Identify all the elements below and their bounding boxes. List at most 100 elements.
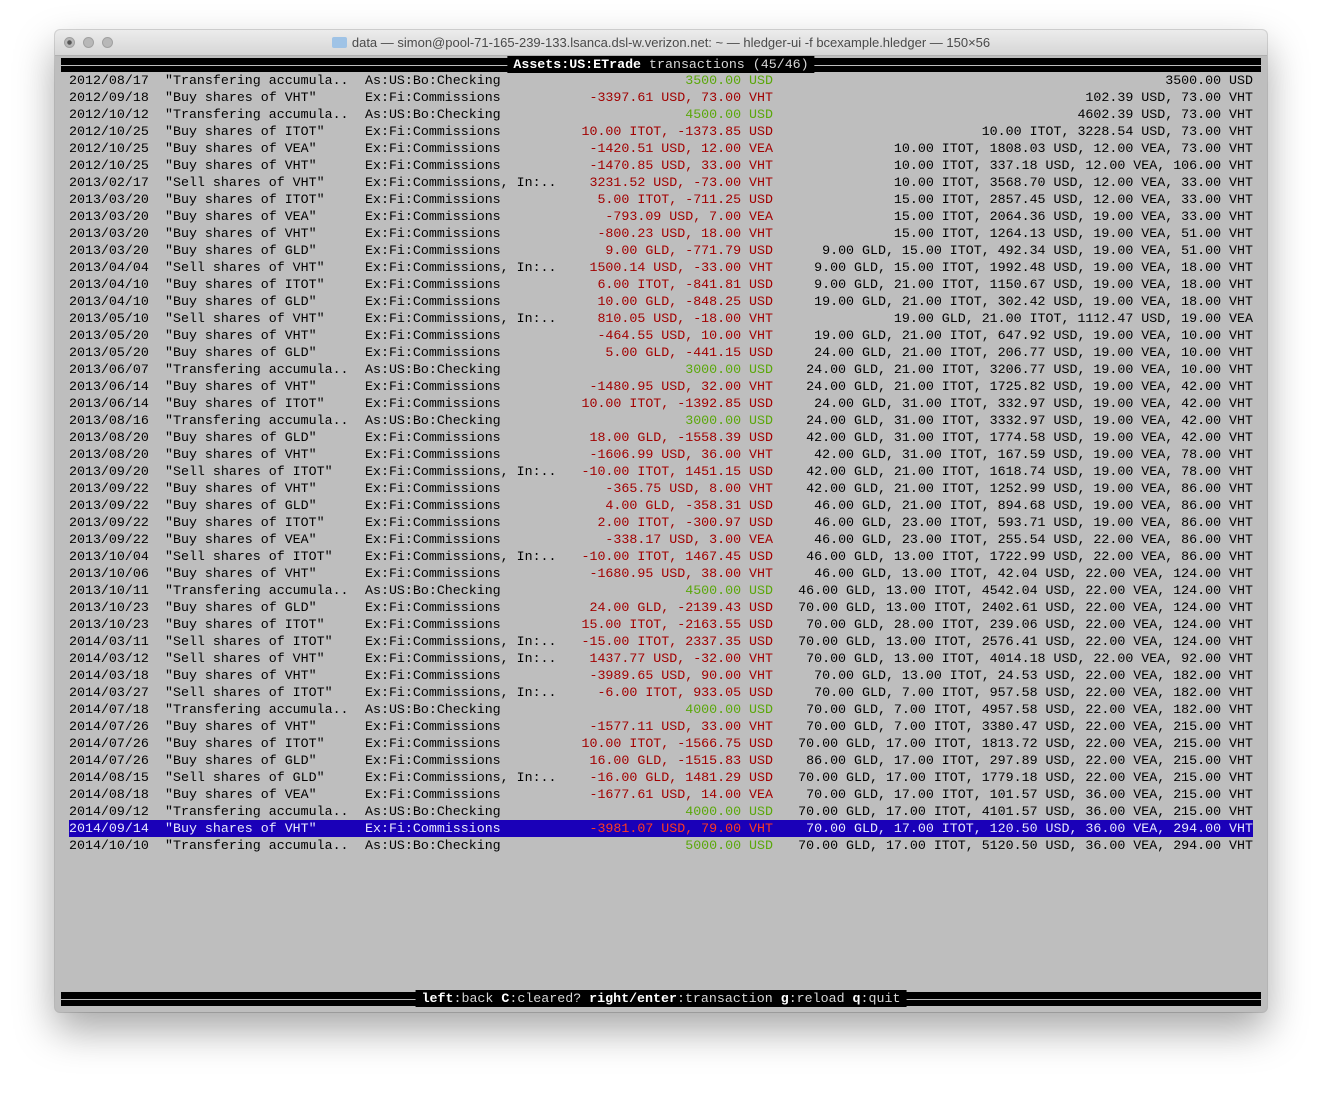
account: As:US:Bo:Checking	[365, 804, 501, 819]
date: 2014/03/27	[69, 685, 149, 700]
transaction-row[interactable]: 2013/08/16 "Transfering accumula.. As:US:B…	[61, 412, 1261, 429]
date: 2013/05/20	[69, 345, 149, 360]
transaction-row[interactable]: 2014/07/26 "Buy shares of ITOT" Ex:Fi:Comm…	[61, 735, 1261, 752]
transaction-row[interactable]: 2013/10/23 "Buy shares of ITOT" Ex:Fi:Comm…	[61, 616, 1261, 633]
balance: 24.00 GLD, 21.00 ITOT, 3206.77 USD, 19.0…	[806, 362, 1253, 377]
transaction-row[interactable]: 2013/10/11 "Transfering accumula.. As:US:B…	[61, 582, 1261, 599]
date: 2013/04/10	[69, 277, 149, 292]
transaction-row[interactable]: 2013/03/20 "Buy shares of ITOT" Ex:Fi:Comm…	[61, 191, 1261, 208]
footer-action-1[interactable]: cleared?	[517, 991, 582, 1006]
transaction-row[interactable]: 2014/10/10 "Transfering accumula.. As:US:B…	[61, 837, 1261, 854]
amount: 4000.00 USD	[685, 804, 773, 819]
description: "Transfering accumula..	[165, 838, 349, 853]
transaction-row-selected[interactable]: 2014/09/14 "Buy shares of VHT" Ex:Fi:Commi…	[69, 820, 1253, 837]
footer-action-3[interactable]: reload	[796, 991, 845, 1006]
amount: 4000.00 USD	[685, 702, 773, 717]
transaction-row[interactable]: 2013/05/10 "Sell shares of VHT" Ex:Fi:Comm…	[61, 310, 1261, 327]
balance: 42.00 GLD, 21.00 ITOT, 1618.74 USD, 19.0…	[806, 464, 1253, 479]
transaction-row[interactable]: 2013/04/10 "Buy shares of ITOT" Ex:Fi:Comm…	[61, 276, 1261, 293]
transaction-row[interactable]: 2014/09/12 "Transfering accumula.. As:US:B…	[61, 803, 1261, 820]
transaction-row[interactable]: 2012/08/17 "Transfering accumula.. As:US:B…	[61, 72, 1261, 89]
transaction-row[interactable]: 2013/03/20 "Buy shares of VHT" Ex:Fi:Commi…	[61, 225, 1261, 242]
transaction-row[interactable]: 2014/03/11 "Sell shares of ITOT" Ex:Fi:Com…	[61, 633, 1261, 650]
transaction-row[interactable]: 2013/05/20 "Buy shares of GLD" Ex:Fi:Commi…	[61, 344, 1261, 361]
account-name: Assets:US:ETrade	[513, 57, 642, 72]
account: Ex:Fi:Commissions	[365, 600, 501, 615]
description: "Buy shares of VHT"	[165, 379, 317, 394]
transaction-row[interactable]: 2013/05/20 "Buy shares of VHT" Ex:Fi:Commi…	[61, 327, 1261, 344]
date: 2013/09/22	[69, 532, 149, 547]
transaction-row[interactable]: 2014/03/18 "Buy shares of VHT" Ex:Fi:Commi…	[61, 667, 1261, 684]
description: "Buy shares of VHT"	[165, 226, 317, 241]
transaction-row[interactable]: 2013/08/20 "Buy shares of VHT" Ex:Fi:Commi…	[61, 446, 1261, 463]
date: 2013/10/06	[69, 566, 149, 581]
transaction-row[interactable]: 2014/07/18 "Transfering accumula.. As:US:B…	[61, 701, 1261, 718]
account: As:US:Bo:Checking	[365, 838, 501, 853]
transaction-row[interactable]: 2013/04/04 "Sell shares of VHT" Ex:Fi:Comm…	[61, 259, 1261, 276]
transaction-row[interactable]: 2013/09/22 "Buy shares of GLD" Ex:Fi:Commi…	[61, 497, 1261, 514]
transaction-row[interactable]: 2012/09/18 "Buy shares of VHT" Ex:Fi:Commi…	[61, 89, 1261, 106]
transaction-row[interactable]: 2013/10/06 "Buy shares of VHT" Ex:Fi:Commi…	[61, 565, 1261, 582]
description: "Buy shares of GLD"	[165, 294, 317, 309]
date: 2013/10/23	[69, 600, 149, 615]
header-label: transactions	[649, 57, 745, 72]
account: Ex:Fi:Commissions, In:..	[365, 175, 557, 190]
description: "Sell shares of VHT"	[165, 311, 325, 326]
transaction-row[interactable]: 2013/06/14 "Buy shares of VHT" Ex:Fi:Commi…	[61, 378, 1261, 395]
description: "Buy shares of ITOT"	[165, 277, 325, 292]
transaction-row[interactable]: 2014/03/27 "Sell shares of ITOT" Ex:Fi:Com…	[61, 684, 1261, 701]
description: "Sell shares of ITOT"	[165, 549, 333, 564]
transaction-row[interactable]: 2013/06/14 "Buy shares of ITOT" Ex:Fi:Comm…	[61, 395, 1261, 412]
transaction-row[interactable]: 2014/07/26 "Buy shares of GLD" Ex:Fi:Commi…	[61, 752, 1261, 769]
transaction-row[interactable]: 2013/10/23 "Buy shares of GLD" Ex:Fi:Commi…	[61, 599, 1261, 616]
transaction-row[interactable]: 2013/06/07 "Transfering accumula.. As:US:B…	[61, 361, 1261, 378]
minimize-button[interactable]	[83, 37, 94, 48]
footer-action-0[interactable]: back	[461, 991, 494, 1006]
transaction-row[interactable]: 2014/07/26 "Buy shares of VHT" Ex:Fi:Commi…	[61, 718, 1261, 735]
transaction-row[interactable]: 2013/10/04 "Sell shares of ITOT" Ex:Fi:Com…	[61, 548, 1261, 565]
transaction-row[interactable]: 2013/08/20 "Buy shares of GLD" Ex:Fi:Commi…	[61, 429, 1261, 446]
account: Ex:Fi:Commissions	[365, 515, 501, 530]
transaction-row[interactable]: 2013/09/22 "Buy shares of VEA" Ex:Fi:Commi…	[61, 531, 1261, 548]
amount: -1677.61 USD, 14.00 VEA	[589, 787, 773, 802]
transaction-row[interactable]: 2012/10/25 "Buy shares of ITOT" Ex:Fi:Comm…	[61, 123, 1261, 140]
footer-action-4[interactable]: quit	[868, 991, 901, 1006]
transaction-row[interactable]: 2013/09/22 "Buy shares of ITOT" Ex:Fi:Comm…	[61, 514, 1261, 531]
account: Ex:Fi:Commissions	[365, 821, 501, 836]
transaction-row[interactable]: 2012/10/25 "Buy shares of VEA" Ex:Fi:Commi…	[61, 140, 1261, 157]
account: Ex:Fi:Commissions	[365, 294, 501, 309]
balance: 46.00 GLD, 23.00 ITOT, 255.54 USD, 22.00…	[814, 532, 1253, 547]
transaction-row[interactable]: 2014/08/15 "Sell shares of GLD" Ex:Fi:Comm…	[61, 769, 1261, 786]
description: "Sell shares of VHT"	[165, 175, 325, 190]
transaction-row[interactable]: 2013/03/20 "Buy shares of VEA" Ex:Fi:Commi…	[61, 208, 1261, 225]
transaction-row[interactable]: 2013/09/20 "Sell shares of ITOT" Ex:Fi:Com…	[61, 463, 1261, 480]
transaction-row[interactable]: 2013/09/22 "Buy shares of VHT" Ex:Fi:Commi…	[61, 480, 1261, 497]
transaction-row[interactable]: 2014/03/12 "Sell shares of VHT" Ex:Fi:Comm…	[61, 650, 1261, 667]
amount: -1480.95 USD, 32.00 VHT	[589, 379, 773, 394]
date: 2013/08/20	[69, 447, 149, 462]
footer-action-2[interactable]: transaction	[684, 991, 773, 1006]
transaction-row[interactable]: 2014/08/18 "Buy shares of VEA" Ex:Fi:Commi…	[61, 786, 1261, 803]
account: Ex:Fi:Commissions	[365, 447, 501, 462]
description: "Buy shares of VHT"	[165, 328, 317, 343]
balance: 70.00 GLD, 7.00 ITOT, 4957.58 USD, 22.00…	[806, 702, 1253, 717]
balance: 70.00 GLD, 17.00 ITOT, 120.50 USD, 36.00…	[806, 821, 1253, 836]
date: 2014/03/12	[69, 651, 149, 666]
balance: 70.00 GLD, 17.00 ITOT, 5120.50 USD, 36.0…	[798, 838, 1253, 853]
amount: -3981.07 USD, 79.00 VHT	[589, 821, 773, 836]
date: 2014/07/26	[69, 719, 149, 734]
balance: 70.00 GLD, 13.00 ITOT, 4014.18 USD, 22.0…	[806, 651, 1253, 666]
date: 2013/10/11	[69, 583, 149, 598]
date: 2013/03/20	[69, 226, 149, 241]
date: 2014/09/12	[69, 804, 149, 819]
amount: -1606.99 USD, 36.00 VHT	[589, 447, 773, 462]
close-button[interactable]	[64, 37, 75, 48]
zoom-button[interactable]	[102, 37, 113, 48]
transaction-row[interactable]: 2013/03/20 "Buy shares of GLD" Ex:Fi:Commi…	[61, 242, 1261, 259]
transaction-row[interactable]: 2013/04/10 "Buy shares of GLD" Ex:Fi:Commi…	[61, 293, 1261, 310]
terminal[interactable]: Assets:US:ETrade transactions (45/46) 20…	[61, 56, 1261, 1007]
amount: -15.00 ITOT, 2337.35 USD	[581, 634, 773, 649]
transaction-row[interactable]: 2012/10/12 "Transfering accumula.. As:US:B…	[61, 106, 1261, 123]
transaction-row[interactable]: 2013/02/17 "Sell shares of VHT" Ex:Fi:Comm…	[61, 174, 1261, 191]
transaction-row[interactable]: 2012/10/25 "Buy shares of VHT" Ex:Fi:Commi…	[61, 157, 1261, 174]
